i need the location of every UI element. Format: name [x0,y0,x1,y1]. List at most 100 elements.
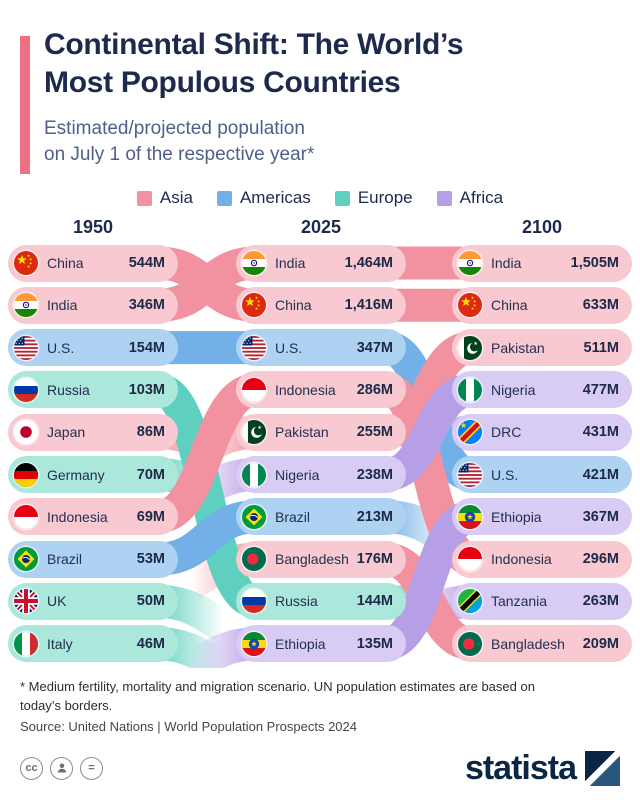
footnote-line-1: * Medium fertility, mortality and migrat… [20,679,535,694]
country-pill-1950-japan: Japan 86M [8,413,178,451]
country-pill-1950-india: India 346M [8,286,178,324]
country-label: Brazil [275,508,311,525]
russia-flag-icon [14,377,38,402]
brazil-flag-icon [242,504,266,529]
country-label: Ethiopia [275,635,326,652]
country-label: Russia [275,593,318,610]
ethiopia-flag-icon [458,504,482,529]
country-pill-1950-russia: Russia 103M [8,371,178,409]
country-pill-2100-india: India 1,505M [452,244,632,282]
india-flag-icon [242,251,266,275]
population-value: 1,464M [344,255,393,271]
country-pill-1950-us: U.S. 154M [8,329,178,367]
legend-swatch-icon [334,190,350,206]
country-pill-2025-india: India 1,464M [236,244,406,282]
year-header-2100: 2100 [521,217,563,237]
population-value: 421M [582,466,619,483]
nigeria-flag-icon [458,377,482,402]
country-label: Ethiopia [491,508,542,525]
indonesia-flag-icon [242,377,266,402]
population-value: 367M [582,508,619,525]
year-header-1950: 1950 [72,217,114,237]
country-label: China [47,255,84,271]
population-value: 103M [128,381,165,398]
country-label: India [275,255,306,271]
country-pill-2025-bangladesh: Bangladesh 176M [236,540,406,578]
no-derivatives-icon: = [80,756,103,780]
population-value: 176M [356,551,393,568]
legend-label: Asia [159,188,193,207]
footnote-line-2: today’s borders. [20,698,113,713]
country-pill-2025-indonesia: Indonesia 286M [236,371,406,409]
italy-flag-icon [14,631,38,656]
us-flag-icon [458,462,482,487]
country-label: China [491,297,528,314]
tanzania-flag-icon [458,589,482,614]
indonesia-flag-icon [458,547,482,572]
indonesia-flag-icon [14,504,38,529]
bangladesh-flag-icon [242,547,266,572]
legend-label: Africa [459,188,504,207]
brazil-flag-icon [14,547,38,572]
country-pill-1950-brazil: Brazil 53M [8,540,178,578]
bangladesh-flag-icon [458,631,482,656]
country-label: UK [47,593,67,610]
population-value: 238M [356,466,393,483]
population-value: 346M [128,297,165,314]
legend: Asia Americas Europe Africa [0,188,640,208]
country-label: Pakistan [491,339,545,356]
country-label: Nigeria [491,381,536,398]
pakistan-flag-icon [458,335,482,360]
population-value: 296M [582,551,619,568]
subtitle-line-2: on July 1 of the respective year* [44,144,315,165]
uk-flag-icon [14,589,38,614]
footer: cc = statista [0,742,640,794]
population-value: 511M [583,339,619,356]
nigeria-flag-icon [242,462,266,487]
country-label: DRC [491,424,522,441]
legend-item-africa: Africa [436,188,504,208]
population-value: 477M [582,381,619,398]
population-value: 209M [582,635,619,652]
country-label: India [47,297,78,314]
country-pill-2100-indonesia: Indonesia 296M [452,540,632,578]
china-flag-icon [14,251,38,275]
population-value: 86M [136,424,165,441]
population-value: 213M [356,508,393,525]
bump-chart: China 544M India 346M U.S. 154M Russia 103M Japa… [0,244,640,668]
country-label: India [491,255,522,271]
accent-bar [20,36,30,174]
country-pill-2025-china: China 1,416M [236,286,406,324]
country-pill-1950-china: China 544M [8,244,178,282]
subtitle-line-1: Estimated/projected population [44,118,305,139]
country-label: Tanzania [491,593,548,610]
country-pill-1950-italy: Italy 46M [8,625,178,663]
population-value: 70M [136,466,165,483]
legend-label: Americas [239,188,311,207]
country-label: Japan [47,424,86,441]
country-pill-2100-china: China 633M [452,286,632,324]
country-label: Bangladesh [275,551,349,568]
us-flag-icon [14,335,38,360]
license-badges: cc = [20,756,103,780]
source-line: Source: United Nations | World Populatio… [20,719,357,734]
population-value: 46M [136,635,165,652]
population-value: 69M [136,508,165,525]
population-value: 154M [128,339,165,356]
legend-swatch-icon [216,190,232,206]
population-value: 144M [356,593,393,610]
country-pill-2025-us: U.S. 347M [236,329,406,367]
india-flag-icon [14,293,38,318]
country-pill-2100-drc: DRC 431M [452,413,632,451]
country-pill-2100-bangladesh: Bangladesh 209M [452,625,632,663]
legend-item-europe: Europe [334,188,413,208]
country-label: U.S. [275,339,303,356]
population-value: 431M [582,424,619,441]
legend-label: Europe [357,188,413,207]
india-flag-icon [458,251,482,275]
legend-item-asia: Asia [136,188,193,208]
country-pill-1950-uk: UK 50M [8,582,178,620]
japan-flag-icon [14,420,38,445]
drc-flag-icon [458,420,482,445]
